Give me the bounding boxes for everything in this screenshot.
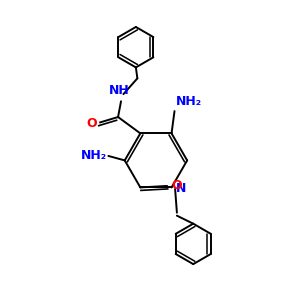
Text: NH: NH xyxy=(109,84,130,97)
Text: NH₂: NH₂ xyxy=(81,148,107,162)
Text: NH₂: NH₂ xyxy=(176,95,202,108)
Text: O: O xyxy=(87,117,97,130)
Text: O: O xyxy=(172,179,182,192)
Text: N: N xyxy=(176,182,186,195)
